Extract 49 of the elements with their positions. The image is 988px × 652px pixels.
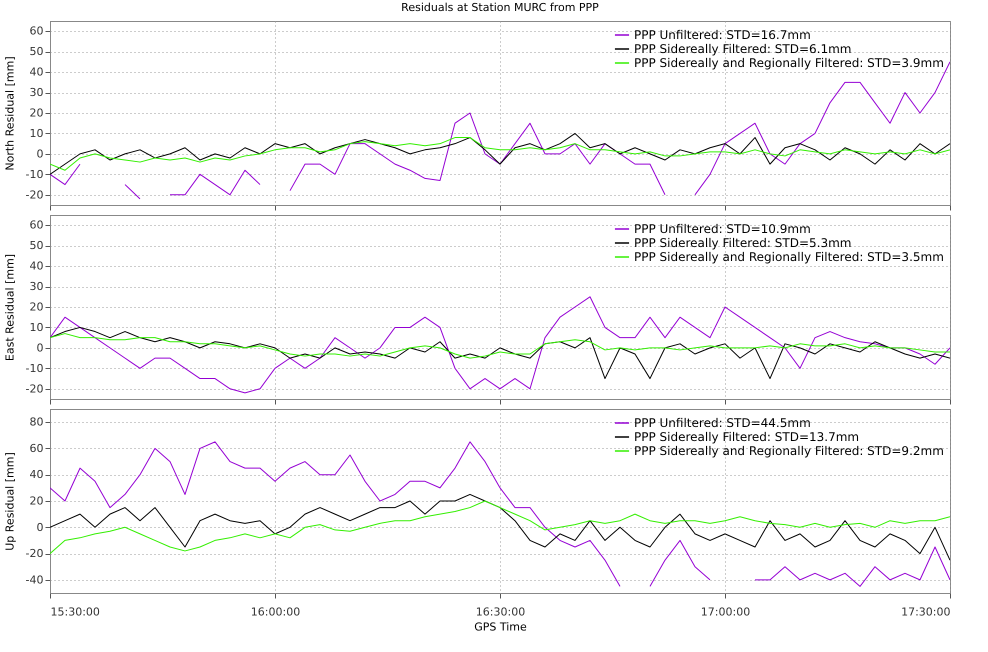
x-tick-label: 16:00:00 (250, 606, 300, 618)
y-tick-label: 10 (30, 320, 44, 334)
y-tick-label: 20 (30, 494, 44, 508)
legend-label: PPP Unfiltered: STD=44.5mm (634, 416, 811, 430)
y-axis-title: North Residual [mm] (4, 56, 17, 171)
y-tick-label: 0 (36, 341, 44, 354)
x-tick-label: 15:30:00 (50, 606, 100, 618)
y-tick-label: -10 (26, 168, 44, 181)
y-tick-label: -40 (26, 573, 44, 586)
y-tick-label: -20 (26, 188, 44, 202)
line-series (50, 333, 950, 359)
y-tick-label: -20 (26, 547, 44, 560)
y-tick-label: 50 (30, 45, 44, 58)
y-tick-label: 60 (30, 218, 44, 232)
line-series (50, 500, 950, 554)
line-series (50, 296, 950, 394)
y-tick-label: 10 (30, 126, 44, 140)
x-tick-label: 17:30:00 (901, 606, 950, 618)
y-tick-label: 80 (30, 416, 44, 429)
y-tick-label: 40 (30, 468, 44, 482)
y-tick-label: 20 (30, 106, 44, 120)
x-tick-label: 16:30:00 (476, 606, 526, 618)
legend-label: PPP Unfiltered: STD=10.9mm (634, 222, 811, 236)
line-series (50, 494, 950, 561)
chart-title: Residuals at Station MURC from PPP (401, 1, 600, 14)
y-tick-label: 30 (30, 280, 44, 294)
y-tick-label: -20 (26, 382, 44, 396)
line-series (50, 326, 950, 380)
y-tick-label: 60 (30, 442, 44, 455)
y-tick-label: 20 (30, 300, 44, 314)
y-tick-label: 50 (30, 239, 44, 252)
legend-label: PPP Sidereally and Regionally Filtered: STD=3.9mm (634, 56, 944, 70)
legend-label: PPP Unfiltered: STD=16.7mm (634, 28, 811, 42)
x-axis-title: GPS Time (474, 620, 528, 634)
y-tick-label: 40 (30, 260, 44, 273)
y-tick-label: 0 (36, 147, 44, 160)
y-axis-title: Up Residual [mm] (4, 452, 17, 551)
legend-label: PPP Sidereally Filtered: STD=6.1mm (634, 42, 852, 56)
y-tick-label: 30 (30, 86, 44, 100)
legend-label: PPP Sidereally and Regionally Filtered: STD=9.2mm (634, 444, 944, 458)
legend-label: PPP Sidereally Filtered: STD=5.3mm (634, 236, 852, 250)
x-tick-label: 17:00:00 (700, 606, 750, 618)
y-axis-title: East Residual [mm] (4, 254, 17, 362)
legend-label: PPP Sidereally Filtered: STD=13.7mm (634, 430, 860, 444)
legend-label: PPP Sidereally and Regionally Filtered: STD=3.5mm (634, 250, 944, 264)
y-tick-label: 40 (30, 66, 44, 79)
y-tick-label: -10 (26, 362, 44, 375)
y-tick-label: 0 (36, 520, 44, 534)
y-tick-label: 60 (30, 24, 44, 38)
